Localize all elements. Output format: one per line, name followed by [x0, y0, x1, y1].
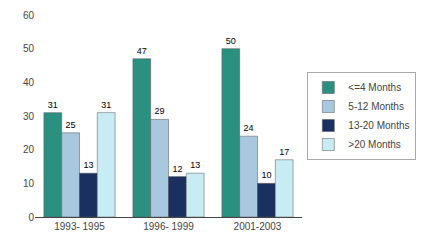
svg-text:1993- 1995: 1993- 1995	[54, 221, 105, 232]
svg-text:>20 Months: >20 Months	[348, 139, 401, 150]
svg-text:2001-2003: 2001-2003	[234, 221, 282, 232]
svg-text:0: 0	[28, 212, 34, 223]
svg-text:13: 13	[83, 160, 93, 170]
svg-text:31: 31	[101, 100, 111, 110]
svg-text:1996- 1999: 1996- 1999	[143, 221, 194, 232]
svg-text:29: 29	[155, 106, 165, 116]
svg-text:25: 25	[66, 120, 76, 130]
svg-text:5-12 Months: 5-12 Months	[348, 101, 404, 112]
svg-text:<=4 Months: <=4 Months	[348, 82, 401, 93]
svg-text:40: 40	[23, 77, 35, 88]
svg-text:30: 30	[23, 111, 35, 122]
svg-text:12: 12	[172, 164, 182, 174]
svg-text:10: 10	[261, 170, 271, 180]
svg-text:47: 47	[137, 46, 147, 56]
svg-text:13: 13	[190, 160, 200, 170]
svg-text:13-20 Months: 13-20 Months	[348, 120, 409, 131]
svg-text:50: 50	[226, 36, 236, 46]
svg-text:31: 31	[48, 100, 58, 110]
svg-text:17: 17	[279, 147, 289, 157]
svg-text:60: 60	[23, 10, 35, 21]
svg-text:20: 20	[23, 144, 35, 155]
svg-text:10: 10	[23, 178, 35, 189]
svg-text:24: 24	[244, 123, 254, 133]
svg-text:50: 50	[23, 43, 35, 54]
